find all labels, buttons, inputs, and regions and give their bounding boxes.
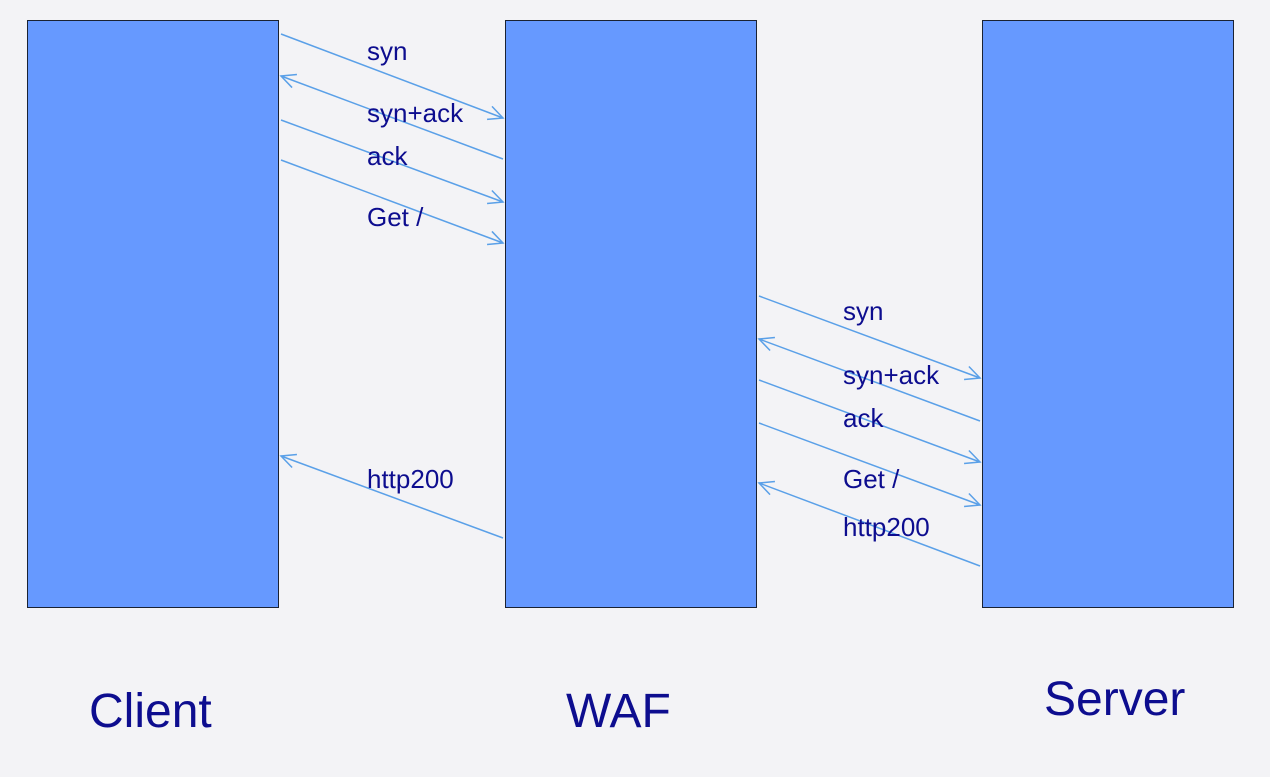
label-server-http200: http200 (843, 512, 930, 542)
arrowhead-icon (757, 480, 776, 496)
label-server-synack: syn+ack (843, 360, 940, 390)
label-client-get: Get / (367, 202, 424, 232)
arrow-waf-server-2 (758, 379, 982, 465)
arrow-server-waf-4 (757, 480, 981, 567)
arrowhead-icon (964, 492, 982, 508)
arrowhead-icon (486, 105, 505, 121)
arrow-client-waf-2 (280, 119, 505, 205)
arrowhead-icon (964, 365, 982, 381)
server-box (982, 20, 1234, 608)
arrow-waf-client-4 (279, 453, 504, 539)
arrow-waf-server-3 (758, 422, 982, 508)
label-client-synack: syn+ack (367, 98, 464, 128)
label-server-syn: syn (843, 296, 884, 326)
arrowhead-icon (964, 449, 982, 465)
arrowhead-icon (279, 73, 298, 89)
server-label: Server (1044, 673, 1186, 726)
label-client-http200: http200 (367, 464, 454, 494)
arrowhead-icon (486, 230, 505, 246)
waf-label: WAF (566, 685, 671, 738)
label-server-ack: ack (843, 403, 884, 433)
arrow-waf-client-1 (279, 73, 504, 160)
client-label: Client (89, 685, 212, 738)
client-box (27, 20, 279, 608)
label-server-get: Get / (843, 464, 900, 494)
arrowhead-icon (487, 189, 505, 205)
label-client-ack: ack (367, 141, 408, 171)
arrow-waf-server-0 (758, 295, 982, 381)
waf-box (505, 20, 757, 608)
label-client-syn: syn (367, 36, 408, 66)
arrowhead-icon (757, 336, 775, 352)
arrow-server-waf-1 (757, 336, 981, 422)
arrow-client-waf-3 (280, 159, 505, 246)
arrowhead-icon (279, 453, 297, 469)
arrow-client-waf-0 (280, 33, 505, 121)
